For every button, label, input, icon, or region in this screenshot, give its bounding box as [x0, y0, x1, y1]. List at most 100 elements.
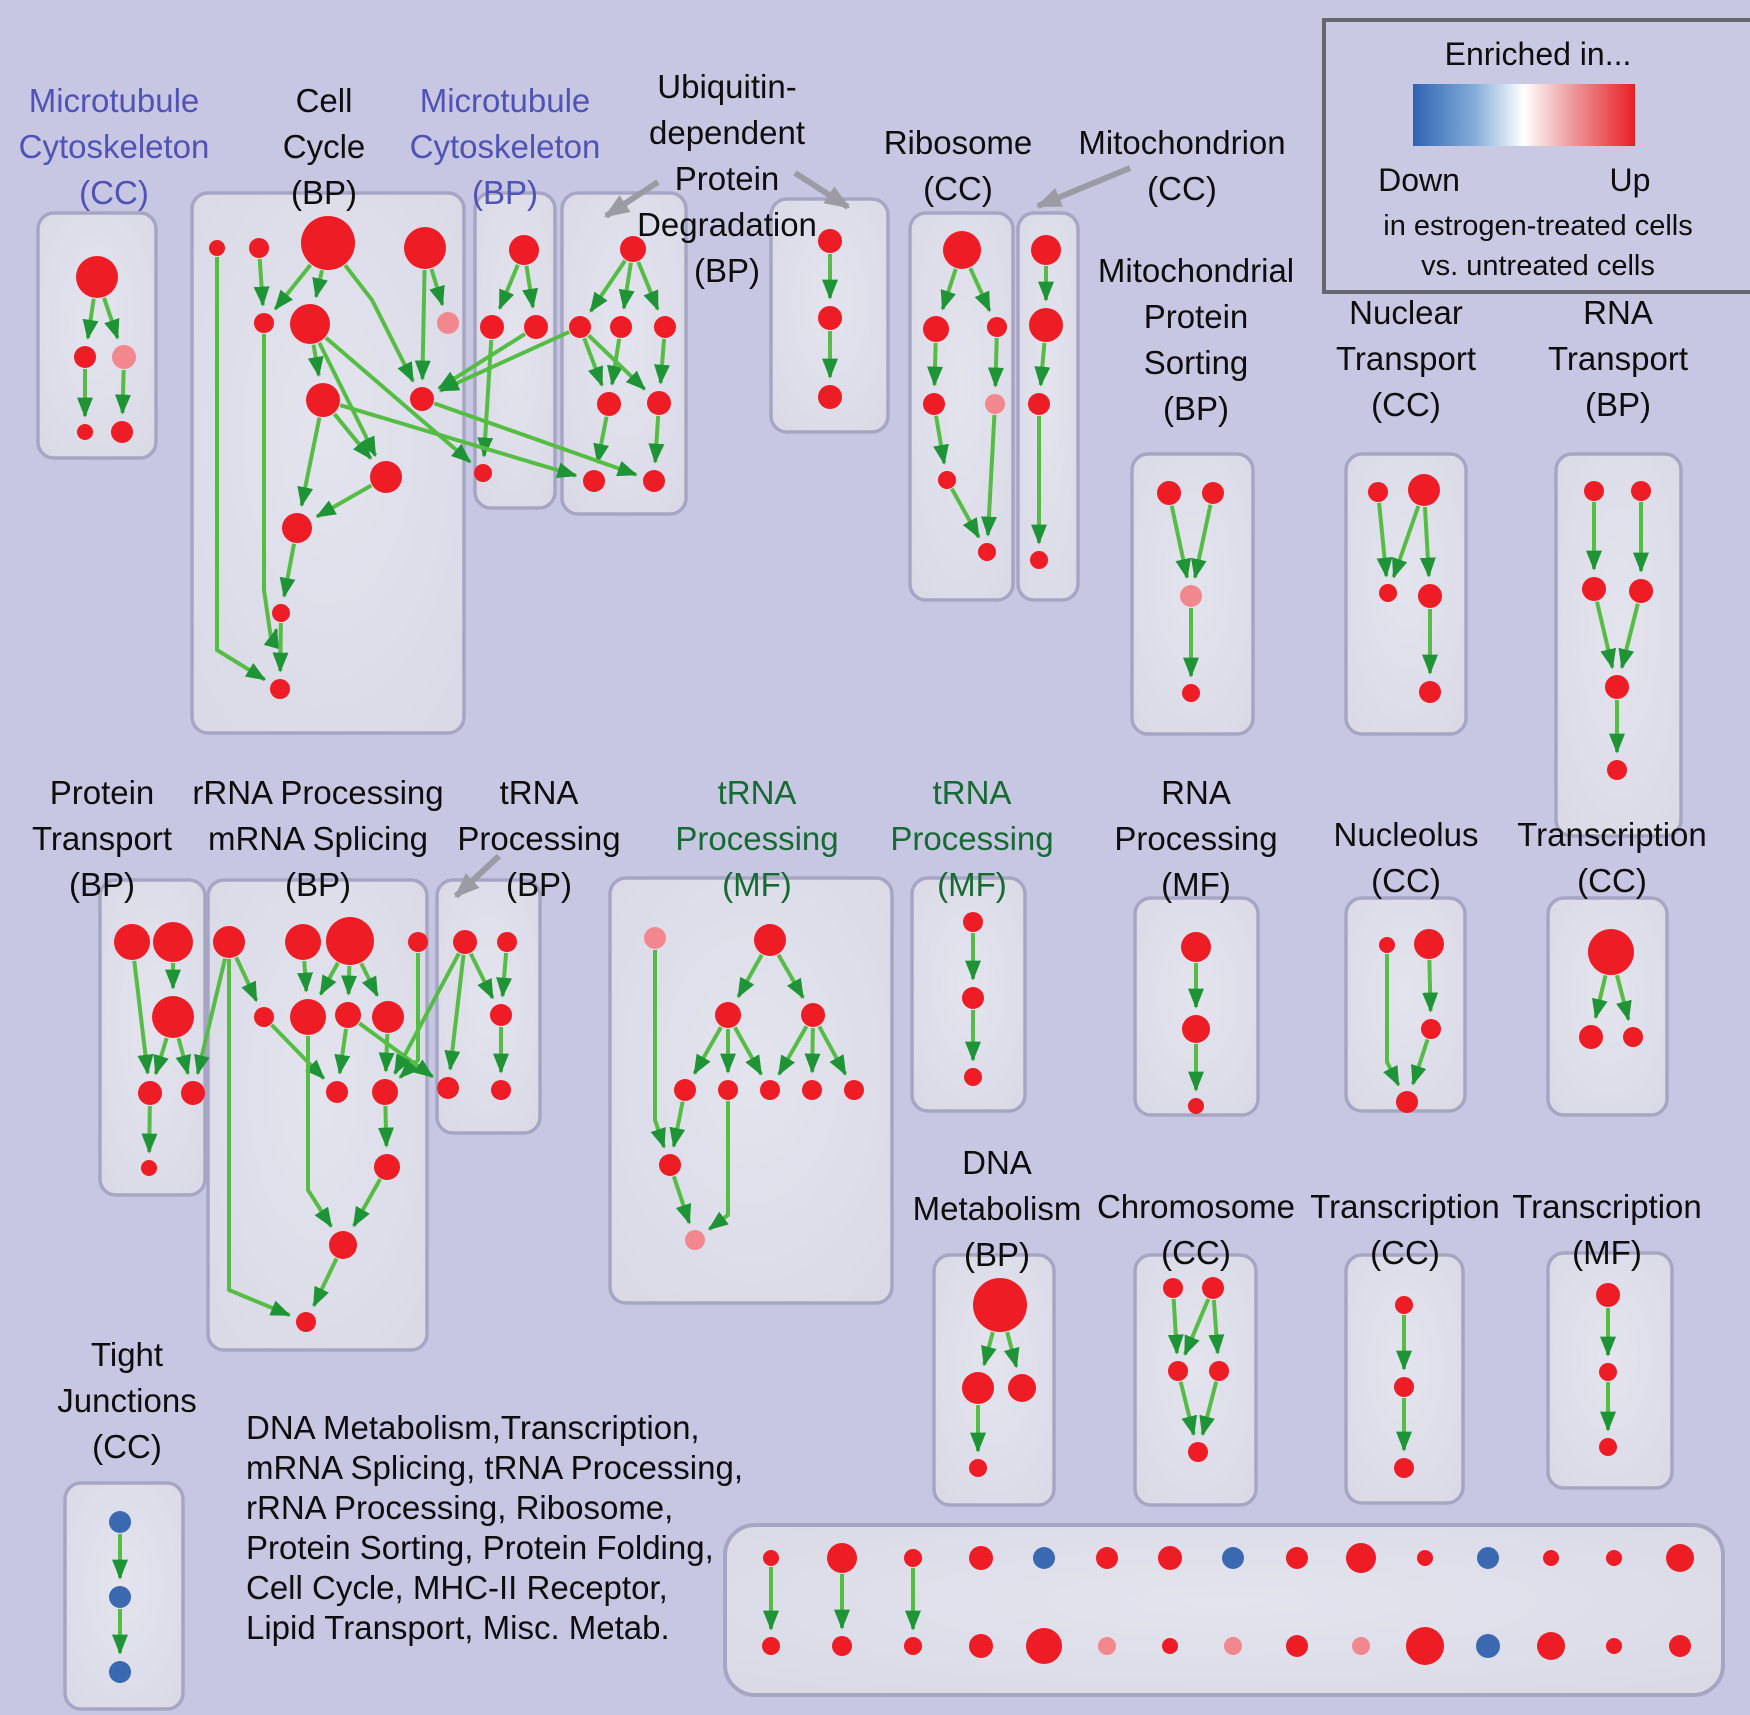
- graph-edge: [352, 1178, 382, 1228]
- graph-edge: [339, 403, 578, 478]
- go-term-node: [1158, 1546, 1182, 1570]
- legend-gradient-bar: [1413, 84, 1635, 146]
- graph-edge: [343, 263, 415, 383]
- graph-edge: [358, 1021, 434, 1079]
- graph-edge: [114, 369, 131, 415]
- graph-edge: [270, 1023, 326, 1080]
- go-term-node: [453, 930, 477, 954]
- graph-edge: [1411, 1038, 1430, 1086]
- go-term-node: [1162, 1638, 1178, 1654]
- cluster-box-microtubule-cc: [36, 211, 158, 460]
- graph-edge: [1383, 954, 1401, 1087]
- go-term-node: [77, 424, 93, 440]
- graph-edge: [378, 1033, 395, 1073]
- go-term-node: [1537, 1632, 1565, 1660]
- go-term-node: [1588, 929, 1634, 975]
- cluster-label-rna-processing-mf: RNA Processing (MF): [1114, 774, 1278, 903]
- graph-edge: [1034, 342, 1051, 387]
- go-term-node: [659, 1154, 681, 1176]
- go-term-node: [1209, 1361, 1229, 1381]
- go-term-node: [904, 1549, 922, 1567]
- graph-edge: [1615, 974, 1632, 1022]
- graph-edge: [817, 1025, 848, 1076]
- go-term-node: [1222, 1547, 1244, 1569]
- go-term-node: [569, 316, 591, 338]
- go-term-node: [597, 392, 621, 416]
- cluster-box-rna-transport-bp: [1554, 452, 1683, 838]
- graph-edge: [933, 415, 949, 465]
- cluster-box-misc-panel: [723, 1523, 1725, 1697]
- cluster-label-mitochondrion-cc: Mitochondrion (CC): [1078, 124, 1286, 207]
- go-term-node: [437, 1077, 459, 1099]
- go-term-node: [326, 1081, 348, 1103]
- go-term-node: [1669, 1635, 1691, 1657]
- graph-edge: [1376, 502, 1393, 578]
- go-term-node: [1026, 1628, 1062, 1664]
- go-term-node: [209, 240, 225, 256]
- go-term-node: [335, 1002, 361, 1028]
- graph-edge: [429, 268, 445, 307]
- graph-edge: [468, 952, 495, 1000]
- graph-edge: [968, 267, 992, 313]
- misc-categories-note: DNA Metabolism,Transcription, mRNA Splic…: [246, 1409, 744, 1646]
- cluster-label-nucleolus-cc: Nucleolus (CC): [1333, 816, 1479, 899]
- graph-edge: [332, 412, 373, 460]
- cluster-label-microtubule-bp: Microtubule Cytoskeleton (BP): [409, 82, 601, 211]
- go-term-node: [923, 316, 949, 342]
- go-term-node: [1379, 584, 1397, 602]
- go-term-node: [249, 238, 269, 258]
- cluster-box-dna-metabolism-bp: [932, 1253, 1056, 1507]
- graph-edge: [582, 337, 604, 387]
- go-term-node: [1098, 1637, 1116, 1655]
- go-term-node: [141, 1160, 157, 1176]
- go-term-node: [1202, 482, 1224, 504]
- graph-edge: [297, 960, 314, 993]
- go-term-node: [153, 922, 193, 962]
- go-term-node: [1033, 1547, 1055, 1569]
- graph-edge: [987, 337, 1004, 388]
- go-term-node: [987, 317, 1007, 337]
- go-term-node: [923, 393, 945, 415]
- cluster-label-dna-metabolism-bp: DNA Metabolism (BP): [912, 1144, 1082, 1273]
- cluster-label-ribosome-cc: Ribosome (CC): [883, 124, 1033, 207]
- cluster-label-mito-protein-sorting: Mitochondrial Protein Sorting (BP): [1097, 252, 1295, 427]
- graph-edge: [477, 339, 494, 458]
- go-term-node: [374, 1154, 400, 1180]
- graph-edge: [307, 344, 324, 377]
- go-term-node: [1396, 1091, 1418, 1113]
- graph-edge: [312, 269, 328, 299]
- go-term-node: [1182, 1015, 1210, 1043]
- go-term-node: [372, 1079, 398, 1105]
- graph-edge: [234, 956, 259, 1003]
- go-term-node: [326, 917, 374, 965]
- go-term-node: [296, 1312, 316, 1332]
- go-term-node: [1182, 684, 1200, 702]
- graph-edge: [950, 487, 981, 539]
- go-term-node: [943, 231, 981, 269]
- graph-edge: [1595, 601, 1617, 670]
- graph-edge: [324, 336, 472, 464]
- graph-edge: [359, 962, 380, 997]
- go-term-node: [109, 1511, 131, 1533]
- graph-edge: [102, 297, 120, 340]
- go-term-node: [1631, 481, 1651, 501]
- go-term-node: [904, 1637, 922, 1655]
- go-term-node: [1623, 1027, 1643, 1047]
- cluster-box-microtubule-bp: [473, 191, 557, 510]
- go-term-node: [497, 932, 517, 952]
- graph-edge: [318, 961, 340, 996]
- go-term-node: [1030, 551, 1048, 569]
- go-term-node: [254, 1007, 274, 1027]
- graph-edge: [315, 483, 373, 519]
- go-term-node: [76, 256, 118, 298]
- go-term-node: [1606, 1550, 1622, 1566]
- go-term-node: [1181, 932, 1211, 962]
- go-term-node: [272, 604, 290, 622]
- cluster-label-rna-transport-bp: RNA Transport (BP): [1548, 294, 1688, 423]
- graph-edge: [437, 332, 527, 391]
- annotation-arrows-layer: [453, 165, 1132, 899]
- go-term-node: [1408, 474, 1440, 506]
- nodes-layer: [74, 216, 1694, 1683]
- go-term-node: [270, 679, 290, 699]
